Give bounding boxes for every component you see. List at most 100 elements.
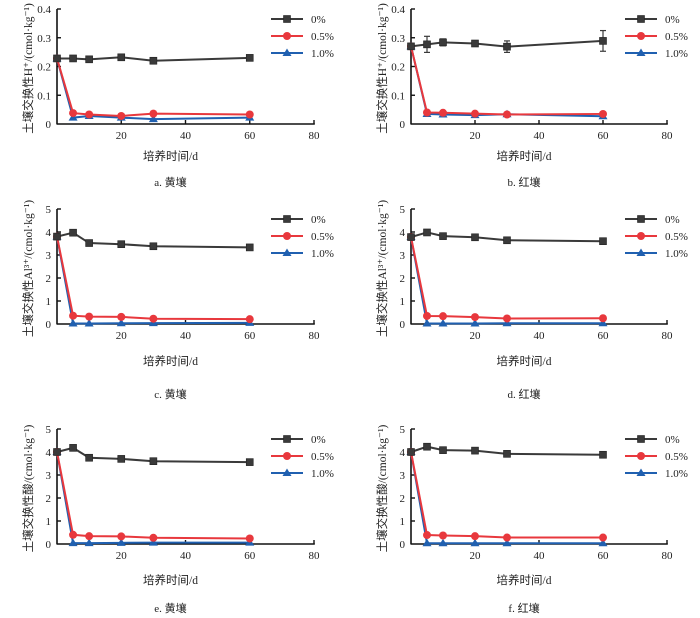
series-0_5pct bbox=[407, 448, 607, 542]
series-0pct bbox=[407, 29, 607, 54]
data-point-triangle bbox=[68, 319, 78, 327]
legend-label: 0.5% bbox=[665, 31, 688, 43]
y-tick-label: 0.3 bbox=[37, 33, 51, 45]
series-0pct bbox=[53, 228, 254, 252]
y-tick-label: 3 bbox=[400, 470, 406, 482]
data-point-triangle bbox=[470, 538, 480, 547]
chart-panel-e: 0 1 2 3 4 5 20 40 60 80 土壤交换性酸/(cmol·kg⁻¹) 培养时间/d e.… bbox=[21, 424, 334, 615]
data-point-square bbox=[439, 446, 447, 454]
data-point-circle bbox=[599, 109, 607, 118]
legend-item: 1.0% bbox=[271, 48, 334, 60]
data-point-circle bbox=[117, 312, 126, 321]
data-point-circle bbox=[117, 532, 126, 541]
panel-caption: d. 红壤 bbox=[508, 387, 541, 401]
x-axis-title: 培养时间/d bbox=[143, 573, 198, 587]
series-1_0pct bbox=[406, 232, 608, 327]
legend-marker-square-square bbox=[283, 435, 291, 443]
data-point-triangle bbox=[148, 114, 158, 123]
x-tick-label: 60 bbox=[244, 330, 256, 342]
y-tick-label: 4 bbox=[46, 447, 52, 459]
data-point-circle bbox=[85, 312, 94, 321]
x-axis-title: 培养时间/d bbox=[143, 354, 198, 368]
data-point-circle bbox=[439, 531, 447, 540]
legend-label: 0.5% bbox=[665, 231, 688, 243]
legend-item: 1.0% bbox=[625, 468, 688, 480]
data-point-circle bbox=[599, 314, 607, 323]
y-tick-label: 4 bbox=[400, 227, 406, 239]
data-point-square bbox=[85, 239, 93, 247]
x-tick-label: 60 bbox=[598, 130, 610, 142]
legend-marker-circle-circle bbox=[637, 232, 645, 240]
data-point-square bbox=[117, 53, 126, 62]
series-line bbox=[410, 451, 603, 539]
data-point-square bbox=[407, 448, 415, 456]
legend-marker-circle-circle bbox=[637, 452, 645, 460]
data-point-triangle bbox=[470, 319, 480, 327]
legend-item: 0.5% bbox=[625, 451, 688, 463]
data-point-circle bbox=[599, 533, 607, 542]
x-tick-label: 80 bbox=[309, 330, 321, 342]
data-point-square bbox=[245, 243, 254, 252]
legend-item: 0% bbox=[625, 434, 680, 446]
y-tick-label: 2 bbox=[46, 273, 52, 285]
data-point-circle bbox=[245, 110, 254, 119]
legend-marker-triangle-triangle bbox=[636, 48, 646, 56]
data-point-circle bbox=[503, 314, 511, 323]
y-axis-title: 土壤交换性Al³⁺/(cmol·kg⁻¹) bbox=[21, 200, 35, 337]
data-point-circle bbox=[423, 531, 431, 540]
legend-item: 0.5% bbox=[271, 231, 334, 243]
data-point-square bbox=[69, 228, 77, 237]
x-tick-label: 20 bbox=[116, 130, 128, 142]
y-tick-label: 0.2 bbox=[391, 62, 405, 74]
data-point-triangle bbox=[84, 319, 94, 327]
x-axis-title: 培养时间/d bbox=[497, 354, 552, 368]
data-point-circle bbox=[245, 315, 254, 324]
data-point-triangle bbox=[68, 538, 78, 547]
data-point-circle bbox=[69, 109, 78, 118]
legend-label: 0% bbox=[311, 214, 326, 226]
legend-item: 1.0% bbox=[625, 48, 688, 60]
data-point-triangle bbox=[84, 538, 94, 547]
y-tick-label: 4 bbox=[400, 447, 406, 459]
x-tick-label: 80 bbox=[309, 550, 321, 562]
x-tick-label: 80 bbox=[662, 330, 674, 342]
data-point-square bbox=[423, 442, 431, 451]
y-tick-label: 2 bbox=[400, 493, 406, 505]
legend-label: 1.0% bbox=[311, 468, 334, 480]
y-tick-label: 1 bbox=[46, 296, 52, 308]
data-point-circle bbox=[471, 109, 479, 118]
y-tick-label: 1 bbox=[46, 516, 52, 528]
data-point-square bbox=[53, 448, 61, 456]
y-tick-label: 4 bbox=[46, 227, 52, 239]
legend-item: 0.5% bbox=[625, 231, 688, 243]
legend-label: 1.0% bbox=[311, 48, 334, 60]
data-point-square bbox=[471, 446, 479, 455]
series-line bbox=[410, 46, 604, 118]
data-point-square bbox=[503, 236, 511, 245]
panel-caption: e. 黄壤 bbox=[154, 601, 186, 615]
legend-item: 0.5% bbox=[625, 31, 688, 43]
data-point-circle bbox=[69, 530, 78, 539]
data-point-square bbox=[53, 54, 61, 63]
x-axis-title: 培养时间/d bbox=[143, 149, 198, 163]
legend-label: 1.0% bbox=[665, 468, 688, 480]
data-point-triangle bbox=[422, 538, 432, 547]
data-point-square bbox=[471, 39, 479, 48]
x-tick-label: 60 bbox=[598, 550, 610, 562]
data-point-square bbox=[85, 453, 93, 462]
x-tick-label: 40 bbox=[180, 330, 192, 342]
data-point-circle bbox=[85, 110, 94, 119]
legend-item: 1.0% bbox=[271, 468, 334, 480]
data-point-circle bbox=[503, 110, 511, 119]
data-point-square bbox=[245, 54, 254, 62]
y-tick-label: 2 bbox=[46, 493, 52, 505]
chart-panel-d: 0 1 2 3 4 5 20 40 60 80 土壤交换性Al³⁺/(cmol·kg⁻¹) 培养时间/… bbox=[375, 200, 688, 401]
legend-label: 0.5% bbox=[665, 451, 688, 463]
y-tick-label: 0 bbox=[400, 119, 406, 131]
y-axis-title: 土壤交换性酸/(cmol·kg⁻¹) bbox=[375, 424, 389, 552]
legend-item: 1.0% bbox=[625, 248, 688, 260]
data-point-triangle bbox=[148, 538, 158, 546]
legend-marker-circle-circle bbox=[283, 452, 291, 460]
series-0_5pct bbox=[407, 233, 607, 323]
y-axis-title: 土壤交换性H⁺/(cmol·kg⁻¹) bbox=[21, 3, 35, 134]
